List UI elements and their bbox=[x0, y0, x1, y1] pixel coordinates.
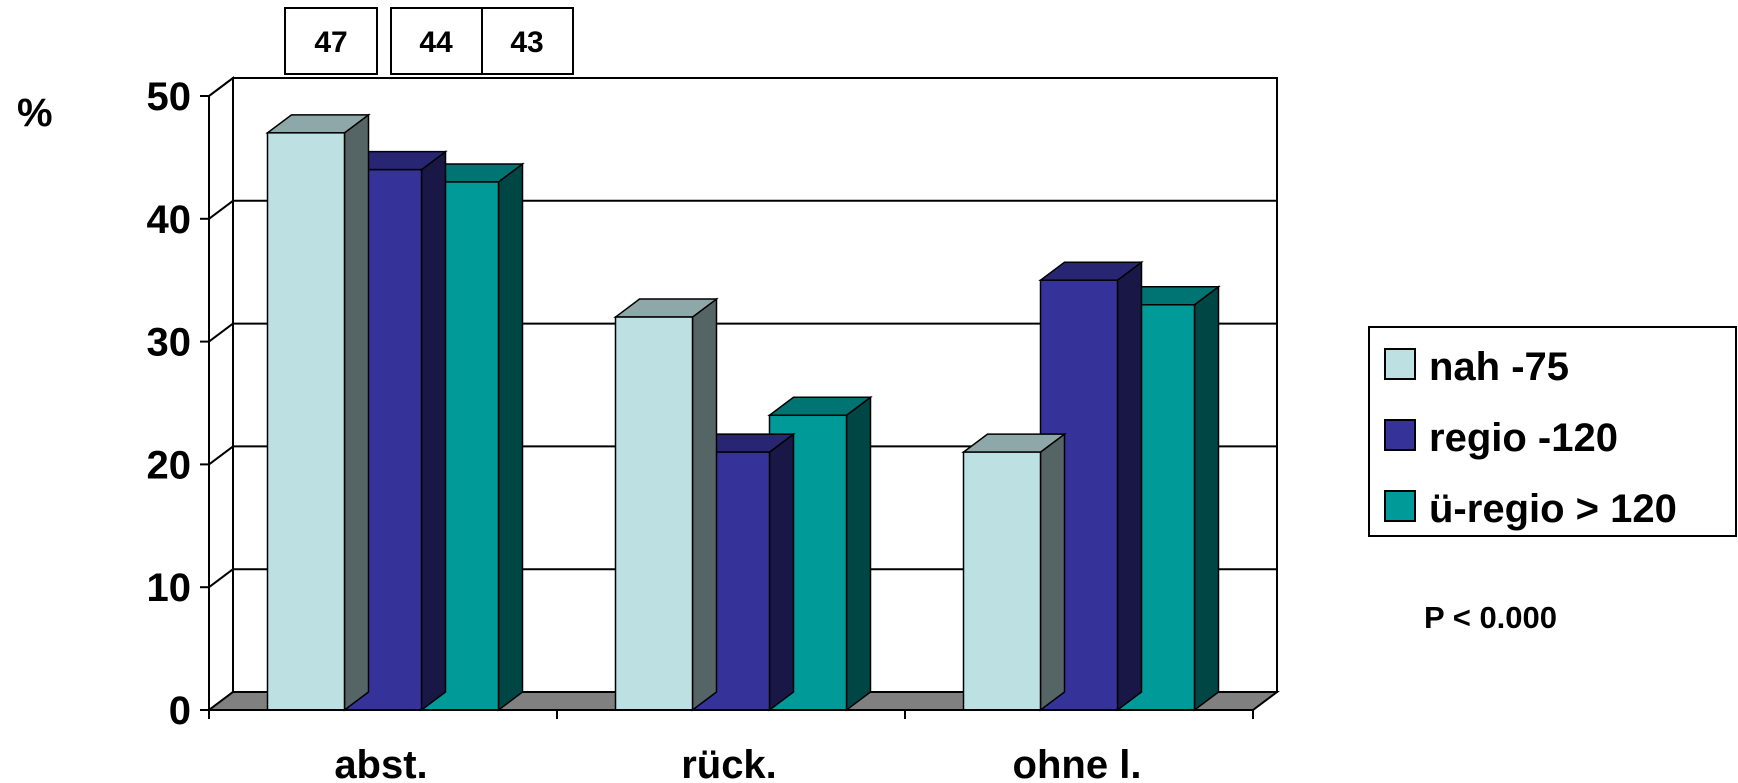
value-box-1: 47 bbox=[284, 7, 378, 75]
gridline-side-1 bbox=[208, 568, 234, 589]
svg-text:43: 43 bbox=[510, 26, 543, 59]
legend-item-2: regio -120 bbox=[1384, 416, 1618, 460]
y-tick-label-2: 20 bbox=[147, 443, 192, 487]
legend-item-1: nah -75 bbox=[1384, 345, 1569, 389]
y-tick-label-3: 30 bbox=[147, 321, 192, 365]
bar-1-1 bbox=[265, 113, 371, 712]
bar-3-1 bbox=[961, 432, 1067, 712]
y-tick-label-4: 40 bbox=[147, 198, 192, 242]
svg-text:44: 44 bbox=[419, 26, 453, 59]
value-box-2: 44 bbox=[390, 7, 483, 75]
bar-2-1 bbox=[613, 297, 719, 712]
x-category-label-2: rück. bbox=[681, 743, 777, 783]
legend-item-3: ü-regio > 120 bbox=[1384, 487, 1677, 531]
gridline-side-2 bbox=[208, 445, 234, 466]
legend: nah -75 regio -120 ü-regio > 120 bbox=[1368, 326, 1737, 537]
value-box-3: 43 bbox=[481, 7, 574, 75]
svg-text:regio -120: regio -120 bbox=[1429, 416, 1618, 460]
svg-text:ü-regio > 120: ü-regio > 120 bbox=[1429, 487, 1677, 531]
bars bbox=[265, 113, 1221, 712]
x-axis-ticks: abst. rück. ohne l. bbox=[208, 710, 1254, 783]
svg-text:47: 47 bbox=[314, 26, 347, 59]
y-axis-unit-label: % bbox=[17, 91, 53, 135]
y-tick-label-0: 0 bbox=[169, 689, 191, 733]
gridline-side-5 bbox=[208, 77, 234, 97]
y-tick-label-1: 10 bbox=[147, 566, 192, 610]
plot-side-wall bbox=[208, 76, 234, 712]
p-value-annotation: P < 0.000 bbox=[1424, 600, 1557, 635]
y-axis-ticks: 0 10 20 30 40 50 bbox=[147, 75, 209, 733]
x-category-label-3: ohne l. bbox=[1013, 743, 1142, 783]
y-tick-label-5: 50 bbox=[147, 75, 192, 119]
svg-text:nah -75: nah -75 bbox=[1429, 345, 1569, 389]
gridline-side-4 bbox=[208, 200, 234, 220]
x-category-label-1: abst. bbox=[334, 743, 427, 783]
gridline-side-3 bbox=[208, 322, 234, 343]
